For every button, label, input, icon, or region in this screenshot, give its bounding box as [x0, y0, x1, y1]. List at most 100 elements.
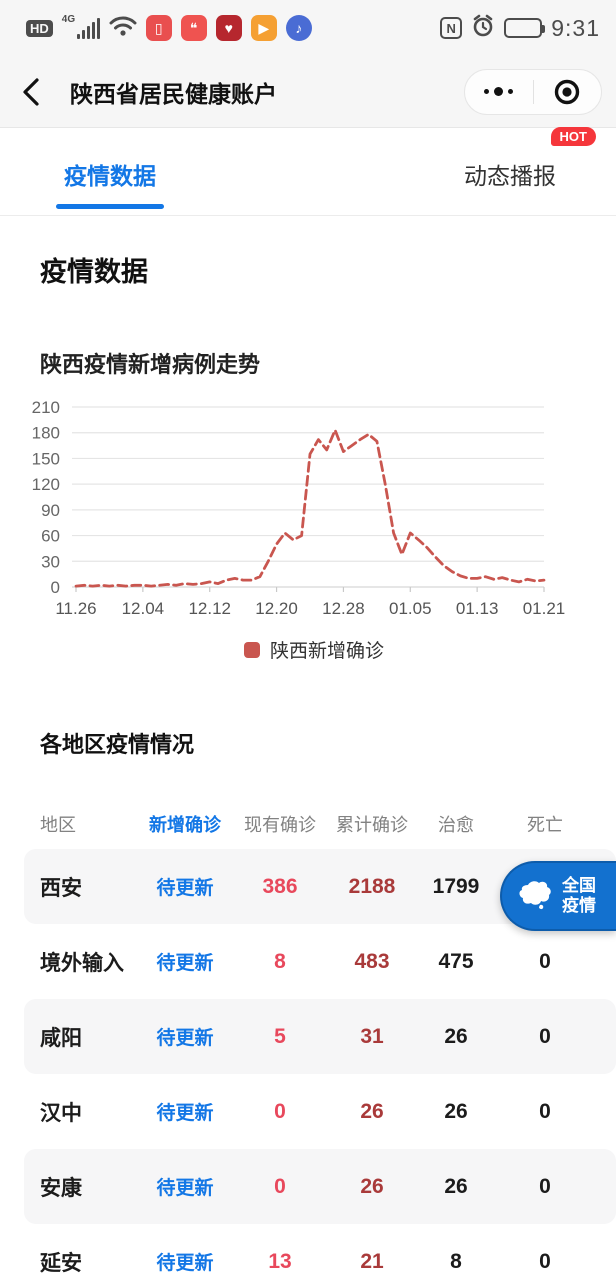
wifi-icon — [109, 15, 137, 42]
section-heading: 疫情数据 — [40, 257, 148, 287]
chart-canvas: 0 30 60 90 120 150 180 210 11.26 12.04 12.12 12.20 1… — [32, 398, 566, 618]
nav-bar: 陕西省居民健康账户 — [0, 56, 616, 128]
cumulative-confirmed-value: 26 — [360, 1099, 384, 1123]
svg-text:30: 30 — [41, 552, 60, 571]
region-name: 西安 — [40, 876, 82, 900]
trend-chart: 0 30 60 90 120 150 180 210 11.26 12.04 12.12 12.20 1… — [12, 393, 616, 663]
deaths-value: 0 — [539, 949, 551, 973]
svg-text:0: 0 — [51, 578, 60, 597]
close-miniprogram-button[interactable] — [534, 70, 602, 114]
svg-text:90: 90 — [41, 501, 60, 520]
table-row: 安康 待更新 0 26 26 0 — [24, 1149, 616, 1224]
pending-update-link[interactable]: 待更新 — [156, 953, 214, 974]
pending-update-link[interactable]: 待更新 — [156, 1178, 214, 1199]
status-bar: HD 4G ▯ ❝ ♥ ▶ ♪ N 9:31 — [0, 0, 616, 56]
table-row: 汉中 待更新 0 26 26 0 — [24, 1074, 616, 1149]
region-section-title: 各地区疫情情况 — [40, 732, 195, 757]
header-cumulative-confirmed: 累计确诊 — [336, 815, 408, 835]
pending-update-link[interactable]: 待更新 — [156, 1103, 214, 1124]
battery-icon — [504, 18, 546, 38]
cumulative-confirmed-value: 2188 — [348, 874, 396, 898]
chart-legend: 陕西新增确诊 — [12, 636, 616, 663]
svg-text:12.12: 12.12 — [188, 599, 231, 618]
region-name: 延安 — [40, 1251, 82, 1275]
region-name: 汉中 — [40, 1101, 82, 1125]
header-existing-confirmed: 现有确诊 — [244, 815, 316, 835]
more-dots-icon — [484, 87, 514, 96]
book-app-icon: ▯ — [145, 15, 172, 41]
svg-text:01.05: 01.05 — [389, 599, 432, 618]
pending-update-link[interactable]: 待更新 — [156, 1028, 214, 1049]
cured-value: 26 — [444, 1024, 468, 1048]
deaths-value: 0 — [539, 1249, 551, 1273]
cellular-signal-icon: 4G — [62, 14, 100, 39]
pending-update-link[interactable]: 待更新 — [156, 878, 214, 899]
clock-time: 9:31 — [551, 14, 600, 41]
svg-text:120: 120 — [32, 475, 60, 494]
back-chevron-icon — [23, 77, 39, 106]
table-row: 延安 待更新 13 21 8 0 — [24, 1224, 616, 1280]
main-content: 疫情数据 陕西疫情新增病例走势 0 30 60 90 120 150 180 210 11.26… — [0, 216, 616, 1280]
active-tab-underline — [56, 203, 164, 209]
cumulative-confirmed-value: 26 — [360, 1174, 384, 1198]
cured-value: 26 — [444, 1099, 468, 1123]
page-title: 陕西省居民健康账户 — [70, 80, 277, 107]
svg-text:12.28: 12.28 — [322, 599, 365, 618]
cumulative-confirmed-value: 21 — [360, 1249, 384, 1273]
cured-value: 1799 — [432, 874, 480, 898]
region-name: 境外输入 — [40, 951, 124, 975]
legend-label: 陕西新增确诊 — [269, 641, 384, 662]
tab-epidemic-data[interactable]: 疫情数据 — [56, 133, 164, 211]
svg-text:12.20: 12.20 — [255, 599, 298, 618]
header-region: 地区 — [40, 815, 76, 835]
deaths-value: 0 — [539, 1024, 551, 1048]
more-options-button[interactable] — [465, 70, 533, 114]
existing-confirmed-value: 8 — [274, 949, 286, 973]
national-epidemic-button[interactable]: 全国 疫情 — [500, 861, 616, 931]
region-name: 咸阳 — [40, 1026, 82, 1050]
header-deaths: 死亡 — [527, 815, 563, 835]
existing-confirmed-value: 386 — [262, 874, 298, 898]
svg-text:12.04: 12.04 — [122, 599, 165, 618]
cured-value: 26 — [444, 1174, 468, 1198]
header-cured: 治愈 — [438, 815, 474, 835]
svg-text:210: 210 — [32, 398, 60, 417]
existing-confirmed-value: 5 — [274, 1024, 286, 1048]
video-app-icon: ▶ — [250, 15, 277, 41]
cured-value: 475 — [438, 949, 474, 973]
back-button[interactable] — [20, 72, 60, 112]
svg-text:180: 180 — [32, 424, 60, 443]
tab-live-broadcast[interactable]: 动态播报 HOT — [464, 126, 596, 211]
hd-icon: HD — [26, 19, 53, 37]
cumulative-confirmed-value: 483 — [354, 949, 390, 973]
existing-confirmed-value: 0 — [274, 1099, 286, 1123]
existing-confirmed-value: 0 — [274, 1174, 286, 1198]
alarm-icon — [471, 14, 495, 43]
deaths-value: 0 — [539, 1099, 551, 1123]
hot-badge: HOT — [550, 126, 596, 146]
chat-app-icon: ❝ — [180, 15, 207, 41]
miniprogram-capsule — [464, 68, 602, 115]
national-epidemic-label: 全国 疫情 — [562, 875, 596, 915]
pending-update-link[interactable]: 待更新 — [156, 1253, 214, 1274]
region-name: 安康 — [40, 1176, 82, 1200]
svg-text:60: 60 — [41, 527, 60, 546]
target-circle-icon — [555, 79, 580, 104]
svg-text:01.13: 01.13 — [456, 599, 499, 618]
svg-text:01.21: 01.21 — [523, 599, 566, 618]
legend-swatch — [243, 641, 260, 658]
music-app-icon: ♪ — [285, 15, 312, 41]
chart-title: 陕西疫情新增病例走势 — [40, 352, 261, 377]
capsule-divider — [532, 79, 534, 104]
cured-value: 8 — [450, 1249, 462, 1273]
nfc-icon: N — [440, 17, 463, 39]
header-new-confirmed[interactable]: 新增确诊 — [149, 815, 221, 835]
heart-app-icon: ♥ — [215, 15, 242, 41]
svg-text:11.26: 11.26 — [55, 599, 96, 618]
cumulative-confirmed-value: 31 — [360, 1024, 384, 1048]
china-map-icon — [519, 881, 551, 910]
table-row: 境外输入 待更新 8 483 475 0 — [24, 924, 616, 999]
deaths-value: 0 — [539, 1174, 551, 1198]
existing-confirmed-value: 13 — [268, 1249, 292, 1273]
table-row: 咸阳 待更新 5 31 26 0 — [24, 999, 616, 1074]
